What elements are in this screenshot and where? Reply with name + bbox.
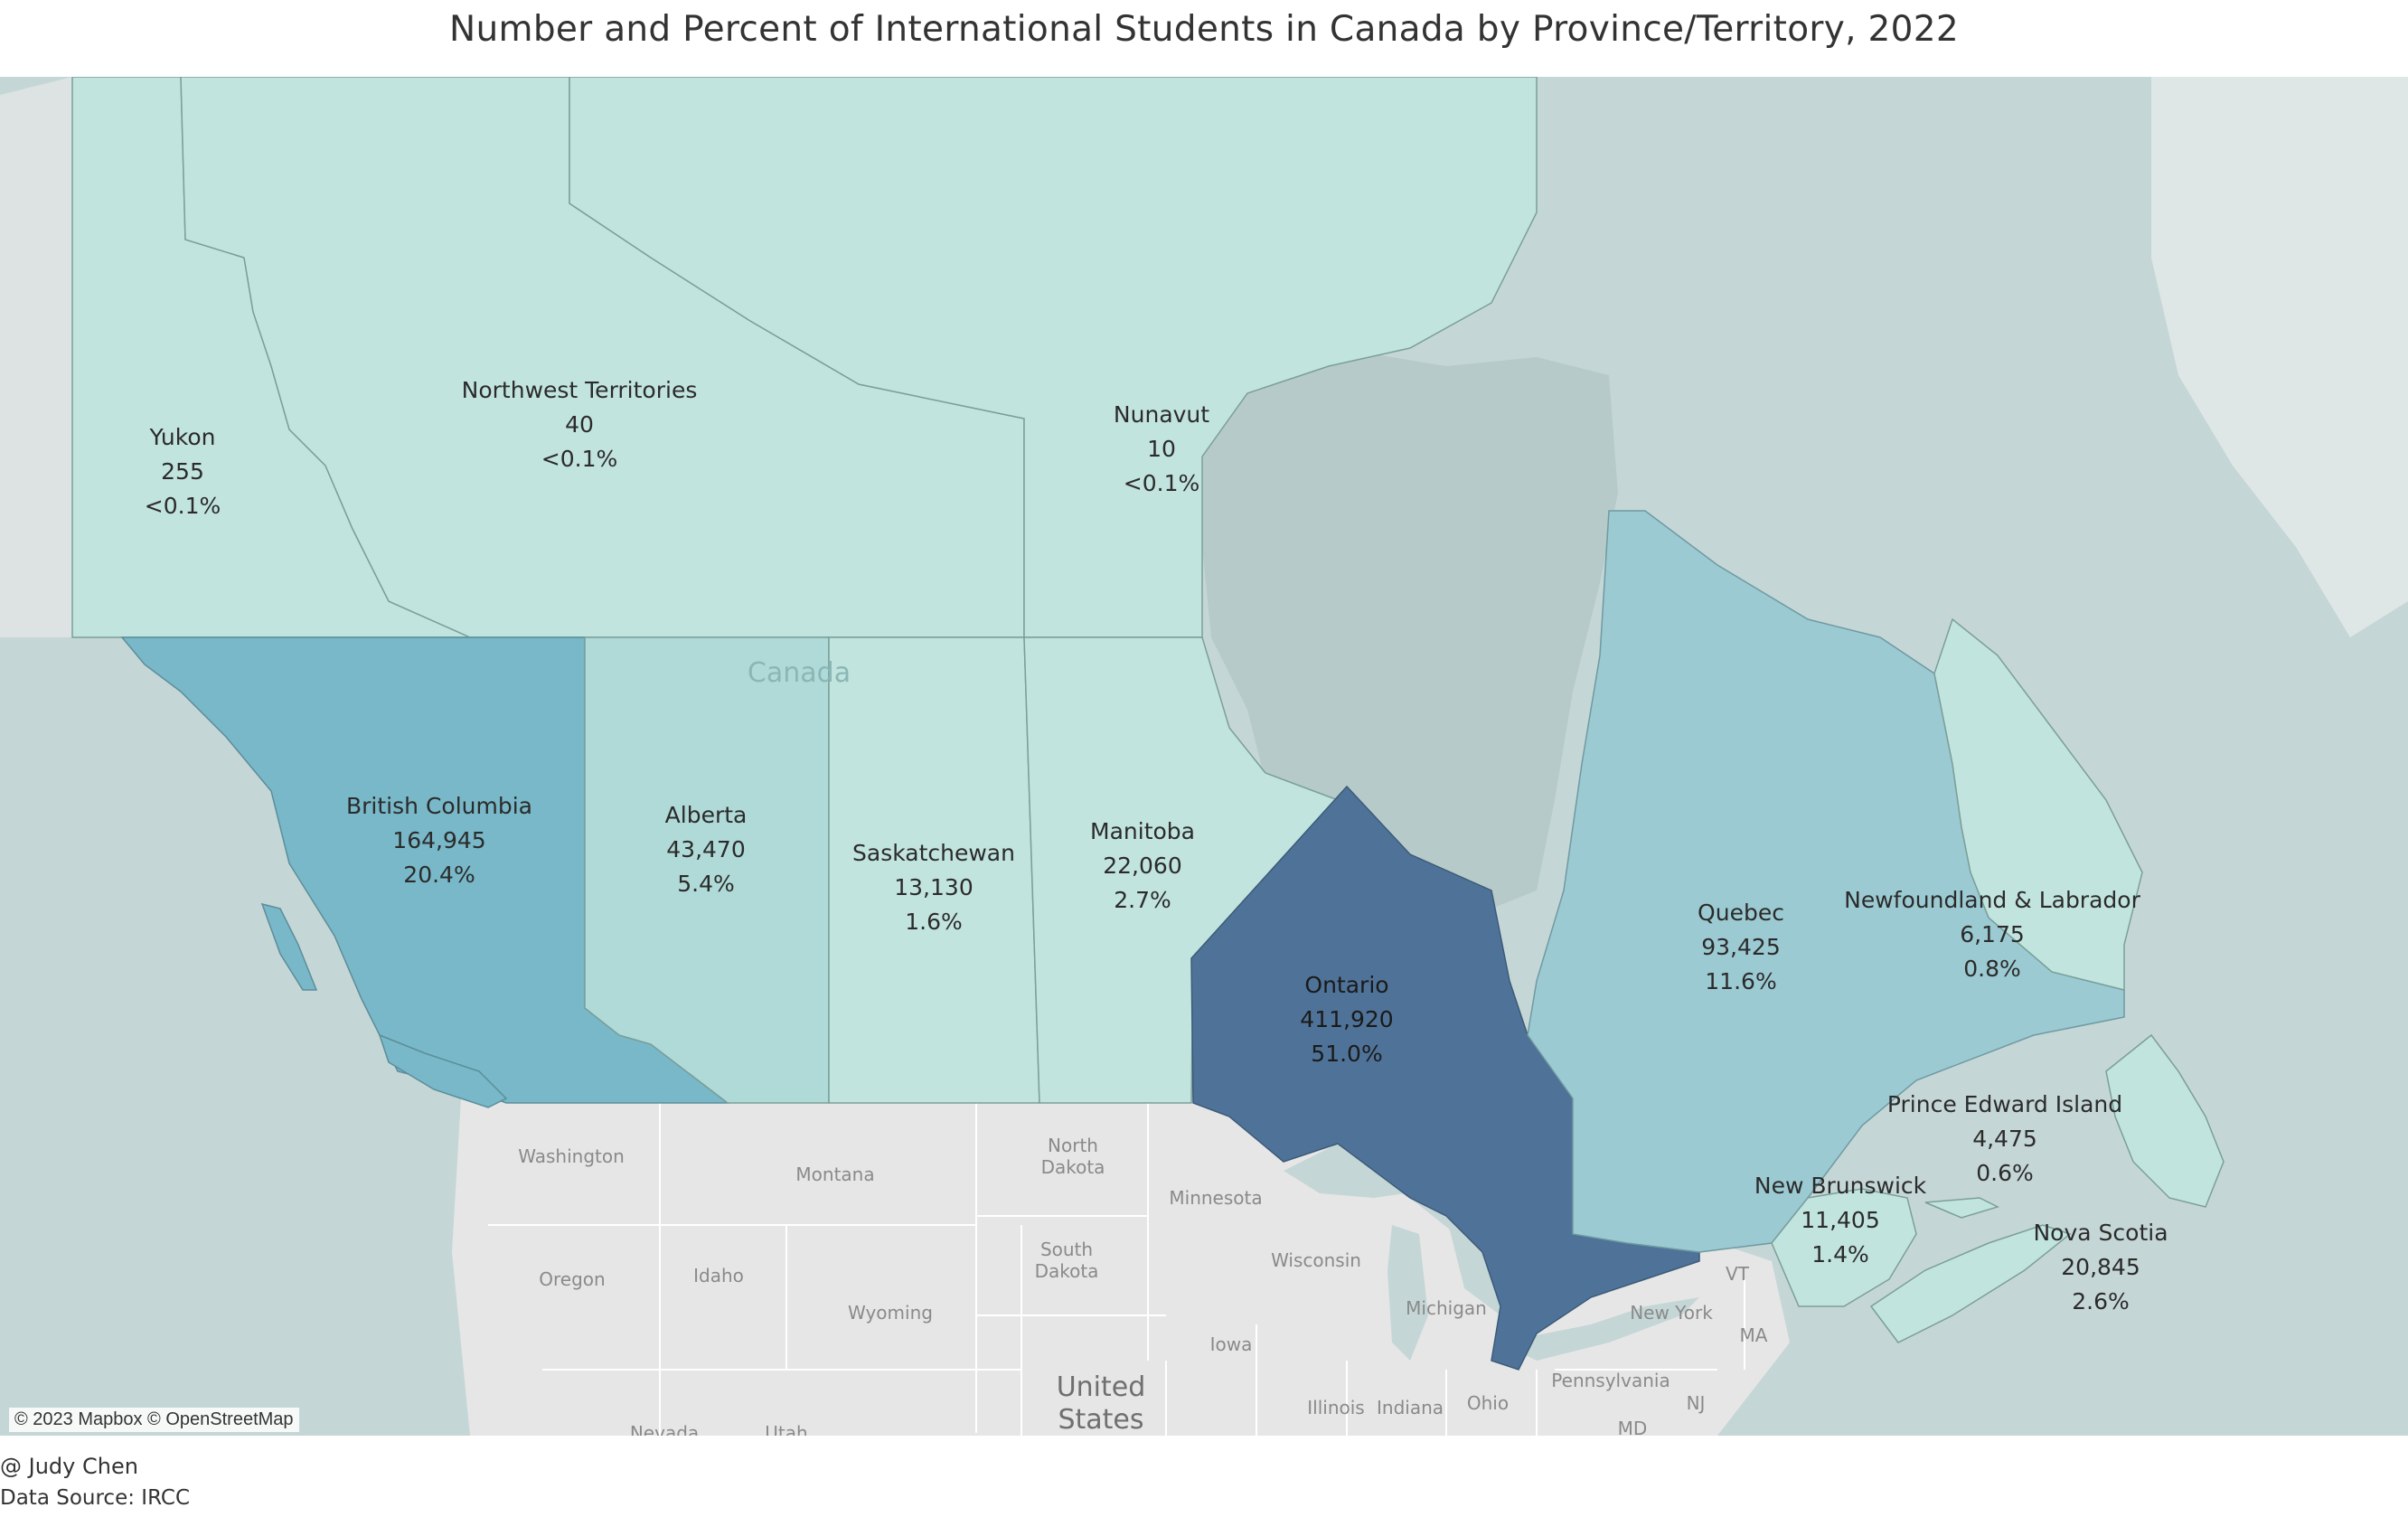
label-yukon-name: Yukon: [149, 424, 216, 450]
basemap-label-vt: VT: [1726, 1263, 1749, 1285]
label-saskatchewan-percent: 1.6%: [905, 909, 963, 935]
label-prince-edward-island-name: Prince Edward Island: [1886, 1091, 2123, 1117]
label-newfoundland-labrador-name: Newfoundland & Labrador: [1844, 887, 2140, 913]
label-british-columbia-percent: 20.4%: [403, 862, 475, 888]
label-manitoba-value: 22,060: [1103, 853, 1182, 879]
greenland-land: [2151, 77, 2408, 637]
author-credit: @ Judy Chen: [0, 1454, 138, 1479]
basemap-label-utah: Utah: [765, 1422, 808, 1436]
label-quebec-value: 93,425: [1701, 934, 1781, 960]
label-ontario-value: 411,920: [1300, 1006, 1394, 1032]
label-nova-scotia-name: Nova Scotia: [2033, 1220, 2168, 1246]
map-title: Number and Percent of International Stud…: [449, 9, 1959, 50]
label-northwest-territories-percent: <0.1%: [541, 446, 618, 472]
label-ontario-name: Ontario: [1304, 972, 1389, 998]
basemap-label-united-states: United States: [1056, 1371, 1146, 1436]
label-nova-scotia-percent: 2.6%: [2072, 1288, 2130, 1314]
label-prince-edward-island-value: 4,475: [1972, 1126, 2037, 1152]
basemap-label-new-york: New York: [1630, 1302, 1713, 1324]
island-lake: [1645, 167, 1681, 240]
label-newfoundland-labrador-percent: 0.8%: [1963, 956, 2021, 982]
basemap-label-indiana: Indiana: [1376, 1397, 1444, 1418]
label-manitoba-percent: 2.7%: [1114, 887, 1171, 913]
label-saskatchewan-name: Saskatchewan: [852, 840, 1015, 866]
basemap-label-iowa: Iowa: [1209, 1333, 1253, 1355]
label-manitoba-name: Manitoba: [1090, 818, 1195, 844]
basemap-label-pennsylvania: Pennsylvania: [1551, 1370, 1670, 1391]
label-newfoundland-labrador-value: 6,175: [1960, 921, 2025, 947]
basemap-label-canada: Canada: [747, 657, 851, 689]
label-prince-edward-island-percent: 0.6%: [1976, 1160, 2034, 1186]
map-canvas[interactable]: [0, 77, 2408, 1436]
label-nunavut: Nunavut 10 <0.1%: [1114, 398, 1209, 501]
alaska-land: [0, 77, 72, 637]
basemap-label-minnesota: Minnesota: [1169, 1187, 1263, 1209]
hudson-bay-land: [1202, 348, 1618, 909]
label-newfoundland-labrador: Newfoundland & Labrador 6,175 0.8%: [1844, 883, 2140, 986]
us-state-borders: [488, 1098, 1745, 1436]
label-yukon-percent: <0.1%: [144, 493, 221, 519]
label-yukon: Yukon 255 <0.1%: [145, 420, 221, 523]
label-saskatchewan-value: 13,130: [894, 874, 974, 900]
label-new-brunswick-name: New Brunswick: [1754, 1173, 1927, 1199]
data-source: Data Source: IRCC: [0, 1486, 191, 1510]
label-quebec-percent: 11.6%: [1705, 968, 1777, 994]
basemap-label-montana: Montana: [795, 1164, 875, 1185]
region-nunavut[interactable]: [569, 77, 1538, 638]
choropleth-map[interactable]: Canada United States Washington Montana …: [0, 77, 2408, 1436]
basemap-label-idaho: Idaho: [693, 1265, 744, 1286]
newfoundland-island: [2105, 1033, 2225, 1208]
label-quebec-name: Quebec: [1698, 900, 1784, 926]
label-alberta-percent: 5.4%: [677, 871, 735, 897]
label-new-brunswick-percent: 1.4%: [1811, 1241, 1869, 1267]
basemap-label-south-dakota: South Dakota: [1034, 1239, 1099, 1282]
label-british-columbia: British Columbia 164,945 20.4%: [346, 789, 532, 892]
lake-erie-ontario: [1500, 1297, 1699, 1361]
label-yukon-value: 255: [161, 458, 204, 485]
label-nunavut-value: 10: [1147, 436, 1176, 462]
basemap-label-md: MD: [1617, 1418, 1648, 1436]
basemap-label-ma: MA: [1739, 1324, 1768, 1346]
label-saskatchewan: Saskatchewan 13,130 1.6%: [852, 836, 1015, 939]
lake-michigan: [1387, 1225, 1428, 1361]
basemap-label-wisconsin: Wisconsin: [1271, 1249, 1361, 1271]
region-quebec[interactable]: [1527, 510, 2125, 1253]
label-alberta-name: Alberta: [664, 802, 748, 828]
basemap-label-north-dakota: North Dakota: [1040, 1135, 1105, 1178]
haida-gwaii: [260, 902, 318, 991]
vancouver-island: [378, 1033, 508, 1108]
label-nova-scotia: Nova Scotia 20,845 2.6%: [2033, 1216, 2168, 1319]
basemap-label-wyoming: Wyoming: [848, 1302, 933, 1324]
label-nova-scotia-value: 20,845: [2061, 1254, 2140, 1280]
basemap-label-ohio: Ohio: [1466, 1392, 1510, 1414]
label-alberta-value: 43,470: [666, 836, 746, 862]
map-attribution[interactable]: © 2023 Mapbox © OpenStreetMap: [9, 1408, 299, 1432]
label-quebec: Quebec 93,425 11.6%: [1698, 896, 1784, 999]
label-british-columbia-name: British Columbia: [346, 793, 532, 819]
label-northwest-territories: Northwest Territories 40 <0.1%: [462, 373, 698, 476]
region-nova-scotia[interactable]: [1869, 1224, 2072, 1343]
basemap-label-nj: NJ: [1686, 1392, 1706, 1414]
basemap-label-nevada: Nevada: [629, 1422, 700, 1436]
label-manitoba: Manitoba 22,060 2.7%: [1090, 815, 1195, 918]
region-new-brunswick[interactable]: [1771, 1188, 1917, 1307]
label-prince-edward-island: Prince Edward Island 4,475 0.6%: [1887, 1088, 2122, 1191]
label-nunavut-name: Nunavut: [1113, 401, 1210, 428]
label-nunavut-percent: <0.1%: [1123, 470, 1200, 496]
label-alberta: Alberta 43,470 5.4%: [665, 798, 748, 901]
label-new-brunswick: New Brunswick 11,405 1.4%: [1754, 1169, 1926, 1272]
basemap-label-illinois: Illinois: [1307, 1397, 1365, 1418]
label-northwest-territories-name: Northwest Territories: [461, 377, 698, 403]
label-new-brunswick-value: 11,405: [1801, 1207, 1880, 1233]
region-prince-edward-island[interactable]: [1924, 1197, 2000, 1219]
basemap-label-michigan: Michigan: [1406, 1297, 1487, 1319]
label-ontario: Ontario 411,920 51.0%: [1300, 968, 1393, 1071]
label-northwest-territories-value: 40: [565, 411, 594, 438]
label-ontario-percent: 51.0%: [1311, 1041, 1383, 1067]
label-british-columbia-value: 164,945: [392, 827, 486, 853]
basemap-label-oregon: Oregon: [539, 1268, 606, 1290]
basemap-label-washington: Washington: [518, 1145, 625, 1167]
region-newfoundland-labrador[interactable]: [1933, 617, 2143, 991]
